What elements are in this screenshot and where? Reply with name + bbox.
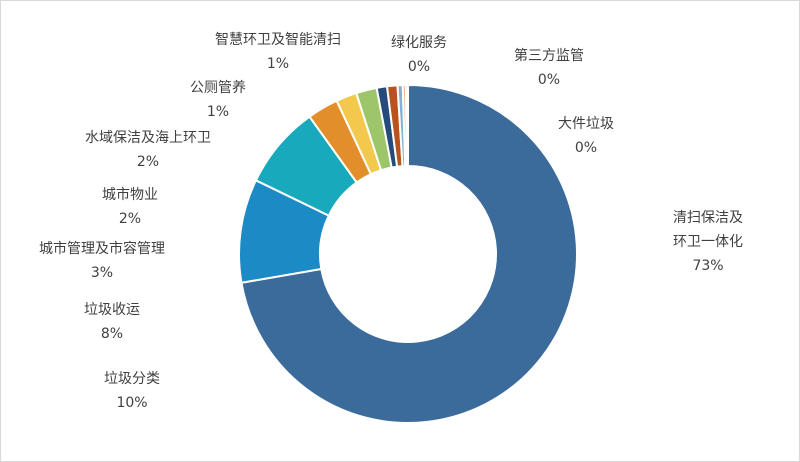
label-text: 垃圾收运 <box>84 302 140 318</box>
label-percent: 8% <box>101 326 123 342</box>
label-text: 大件垃圾 <box>558 116 614 132</box>
label-gongce-guanyang: 公厕管养 1% <box>190 80 246 120</box>
label-chengshi-guanli: 城市管理及市容管理 3% <box>39 240 165 281</box>
label-zhihui-huanwei: 智慧环卫及智能清扫 1% <box>215 32 341 72</box>
label-text: 智慧环卫及智能清扫 <box>215 32 341 48</box>
label-disanfang-jianguan: 第三方监管 0% <box>514 47 584 88</box>
label-shuiyu-baojie: 水域保洁及海上环卫 2% <box>85 130 211 170</box>
label-text: 水域保洁及海上环卫 <box>85 130 211 146</box>
label-text: 城市物业 <box>102 186 158 203</box>
label-percent: 1% <box>267 56 289 72</box>
label-text: 垃圾分类 <box>104 371 160 387</box>
slice-qingsao <box>240 83 578 424</box>
label-lvhua-fuwu: 绿化服务 0% <box>391 35 447 75</box>
label-text: 环卫一体化 <box>673 234 743 250</box>
label-percent: 0% <box>575 140 597 156</box>
label-percent: 0% <box>538 72 560 88</box>
label-text: 清扫保洁及 <box>673 210 743 226</box>
label-percent: 2% <box>137 154 159 170</box>
label-percent: 0% <box>408 59 430 75</box>
label-qingsao: 清扫保洁及环卫一体化 73% <box>673 210 743 274</box>
label-text: 第三方监管 <box>514 47 584 64</box>
label-percent: 10% <box>116 395 147 411</box>
label-percent: 1% <box>207 104 229 120</box>
label-text: 绿化服务 <box>391 35 447 51</box>
label-chengshi-wuye: 城市物业 2% <box>102 186 158 227</box>
label-dajian-laji: 大件垃圾 0% <box>558 116 614 156</box>
label-percent: 2% <box>119 211 141 227</box>
label-text: 城市管理及市容管理 <box>39 240 165 257</box>
label-laji-shouyun: 垃圾收运 8% <box>84 302 140 342</box>
label-text: 公厕管养 <box>190 80 246 96</box>
donut-slices <box>238 83 578 424</box>
label-laji-fenlei: 垃圾分类 10% <box>104 371 160 411</box>
slice-dajian-laji <box>404 83 409 168</box>
label-percent: 73% <box>692 258 723 274</box>
label-percent: 3% <box>91 265 113 281</box>
slice-labels: 清扫保洁及环卫一体化 73% 垃圾分类 10% 垃圾收运 8% 城市管理及市容管理 3% 城市物… <box>39 32 743 411</box>
